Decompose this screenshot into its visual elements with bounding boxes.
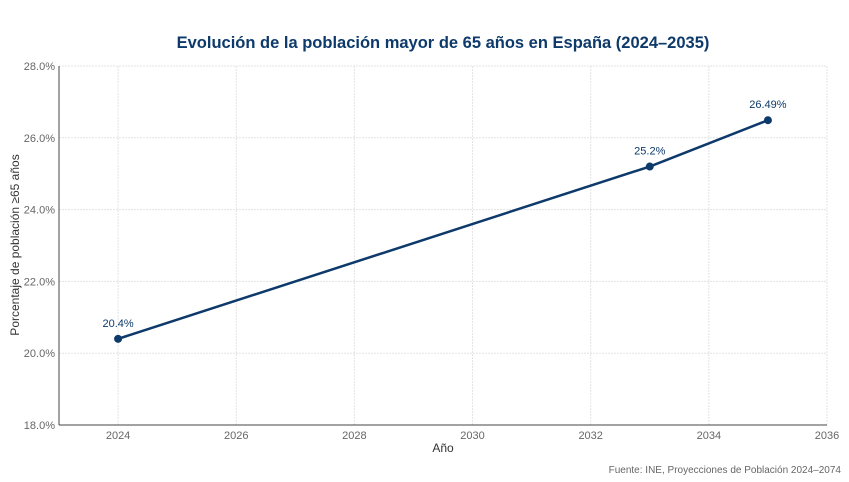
data-point[interactable] — [114, 334, 123, 343]
y-tick-label: 18.0% — [24, 420, 55, 432]
data-point[interactable] — [645, 162, 654, 171]
x-tick-label: 2034 — [697, 430, 721, 442]
data-label: 26.49% — [749, 99, 787, 111]
y-tick-label: 26.0% — [24, 133, 55, 145]
data-label: 25.2% — [634, 146, 665, 158]
y-axis-label: Porcentaje de población ≥65 años — [8, 154, 22, 335]
source-note: Fuente: INE, Proyecciones de Población 2… — [609, 465, 842, 476]
y-tick-label: 24.0% — [24, 205, 55, 217]
chart-title: Evolución de la población mayor de 65 añ… — [177, 34, 710, 52]
data-point[interactable] — [763, 116, 772, 125]
y-tick-label: 20.0% — [24, 348, 55, 360]
x-tick-label: 2026 — [224, 430, 248, 442]
x-tick-label: 2024 — [106, 430, 130, 442]
y-tick-label: 22.0% — [24, 276, 55, 288]
data-label: 20.4% — [102, 318, 133, 330]
y-tick-label: 28.0% — [24, 61, 55, 73]
series-line — [117, 119, 769, 341]
x-tick-label: 2030 — [460, 430, 484, 442]
x-tick-label: 2032 — [578, 430, 602, 442]
x-axis-label: Año — [432, 441, 454, 455]
x-tick-label: 2036 — [815, 430, 839, 442]
x-tick-label: 2028 — [342, 430, 366, 442]
